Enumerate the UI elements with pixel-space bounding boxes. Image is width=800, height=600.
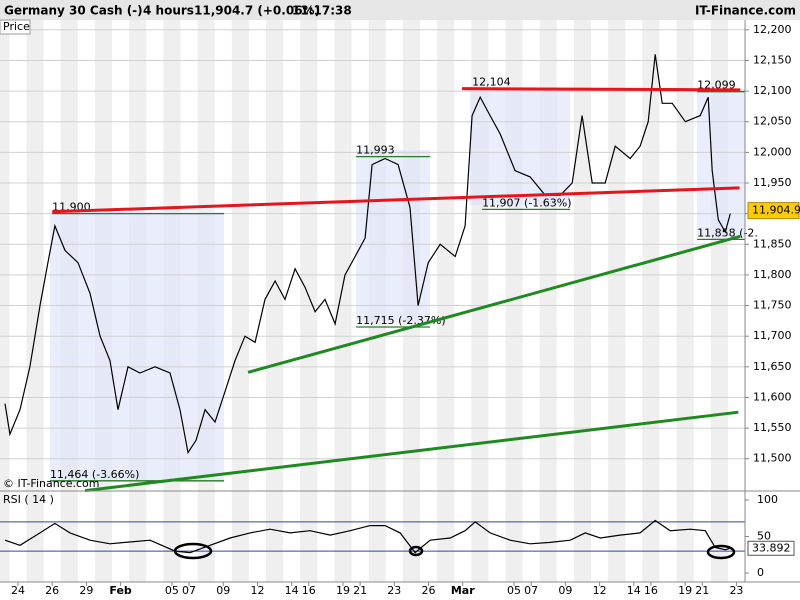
highlight-ellipse <box>706 544 736 560</box>
copyright: © IT-Finance.com <box>3 477 100 490</box>
price-tag <box>0 19 31 35</box>
y-tick-label: 11,550 <box>753 421 792 434</box>
y-tick-label: 12,200 <box>753 23 792 36</box>
zone <box>50 212 224 482</box>
y-tick-label: 11,850 <box>753 237 792 250</box>
x-tick-label: Feb <box>109 584 132 597</box>
y-tick-label: 12,000 <box>753 145 792 158</box>
brand: IT-Finance.com <box>695 4 796 18</box>
x-tick-label: 09 <box>216 584 230 597</box>
price-line <box>4 54 731 455</box>
x-tick-label: 23 <box>729 584 743 597</box>
day-stripe <box>266 20 284 582</box>
x-tick-label: 29 <box>79 584 93 597</box>
rsi-title: RSI ( 14 ) <box>3 493 54 506</box>
day-stripe <box>300 20 318 582</box>
x-tick-label: 24 <box>11 584 25 597</box>
y-tick-label: 12,050 <box>753 115 792 128</box>
x-tick-label: 21 <box>353 584 367 597</box>
y-tick-label: 11,950 <box>753 176 792 189</box>
y-tick-label: 0 <box>757 566 764 579</box>
y-tick-label: 12,100 <box>753 84 792 97</box>
day-stripe <box>26 20 44 582</box>
day-stripe <box>676 20 694 582</box>
instrument: Germany 30 Cash (-) <box>4 4 143 18</box>
last-price-box <box>747 202 800 220</box>
annotation-label: 11,464 (-3.66%) <box>50 468 139 481</box>
y-tick-label: 11,600 <box>753 390 792 403</box>
interval: 4 hours <box>143 4 194 18</box>
plot: 24 26 29 Feb 05 07 09 12 14 16 19 21 23 26 Mar 05 07 09 12… <box>0 23 800 597</box>
x-tick-label: 07 <box>524 584 538 597</box>
y-tick-label: 11,800 <box>753 268 792 281</box>
y-tick-label: 11,650 <box>753 360 792 373</box>
annotation-label: 11,907 (-1.63%) <box>482 196 571 209</box>
last-rsi-box <box>747 540 795 556</box>
x-tick-label: Mar <box>451 584 475 597</box>
trendline <box>84 410 739 493</box>
x-tick-label: 05 <box>507 584 521 597</box>
quote: 11,904.7 (+0.06%) <box>194 4 320 18</box>
x-tick-label: 05 <box>165 584 179 597</box>
clock: 11:17:38 <box>292 4 352 18</box>
zone <box>356 150 430 322</box>
annotation-label: 11,993 <box>356 144 395 157</box>
day-stripe <box>0 20 10 582</box>
x-tick-label: 23 <box>387 584 401 597</box>
last-price-label: 11,904.9 <box>752 204 800 217</box>
day-stripe <box>642 20 660 582</box>
trendline <box>247 234 741 374</box>
x-tick-label: 12 <box>593 584 607 597</box>
zone <box>697 89 745 237</box>
x-tick-label: 16 <box>644 584 658 597</box>
price-line <box>4 519 731 554</box>
trendline <box>462 87 741 92</box>
x-tick-label: 09 <box>558 584 572 597</box>
x-tick-label: 19 <box>678 584 692 597</box>
y-tick-label: 11,750 <box>753 299 792 312</box>
y-tick-label: 50 <box>757 530 771 543</box>
x-tick-label: 19 <box>336 584 350 597</box>
header-bar <box>0 0 800 20</box>
x-tick-label: 14 <box>285 584 299 597</box>
highlight-ellipse <box>408 545 424 557</box>
annotation-label: 12,104 <box>472 76 511 89</box>
day-stripe <box>334 20 352 582</box>
x-tick-label: 07 <box>182 584 196 597</box>
price-label: Price <box>3 20 30 33</box>
x-tick-label: 21 <box>695 584 709 597</box>
annotation-label: 11,858 (-2. <box>697 226 758 239</box>
x-tick-label: 26 <box>422 584 436 597</box>
day-stripe <box>437 20 455 582</box>
y-tick-label: 12,150 <box>753 53 792 66</box>
x-tick-label: 26 <box>45 584 59 597</box>
y-tick-label: 11,700 <box>753 329 792 342</box>
last-rsi-label: 33.892 <box>752 541 791 554</box>
trendline <box>52 186 740 214</box>
y-tick-label: 100 <box>757 493 778 506</box>
x-tick-label: 16 <box>302 584 316 597</box>
x-tick-label: 14 <box>627 584 641 597</box>
day-stripe <box>231 20 249 582</box>
y-tick-label: 11,500 <box>753 452 792 465</box>
day-stripe <box>608 20 626 582</box>
highlight-ellipse <box>173 542 213 560</box>
day-stripe <box>573 20 592 582</box>
x-tick-label: 12 <box>250 584 264 597</box>
